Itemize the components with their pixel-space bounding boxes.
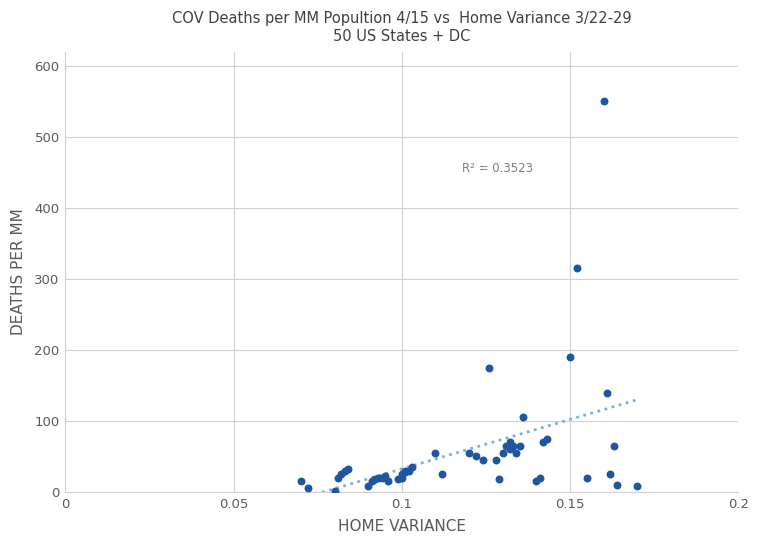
Point — [507, 441, 519, 450]
X-axis label: HOME VARIANCE: HOME VARIANCE — [337, 519, 466, 534]
Point — [497, 449, 509, 457]
Point — [399, 468, 411, 476]
Point — [463, 449, 475, 457]
Point — [392, 475, 404, 483]
Point — [375, 474, 388, 482]
Point — [530, 477, 543, 486]
Point — [396, 474, 408, 482]
Point — [534, 474, 546, 482]
Point — [537, 438, 549, 447]
Point — [382, 477, 394, 486]
Point — [571, 264, 583, 272]
Title: COV Deaths per MM Popultion 4/15 vs  Home Variance 3/22-29
50 US States + DC: COV Deaths per MM Popultion 4/15 vs Home… — [172, 11, 632, 44]
Point — [396, 470, 408, 479]
Point — [597, 97, 610, 106]
Point — [503, 438, 515, 447]
Point — [328, 486, 340, 495]
Point — [372, 474, 385, 482]
Point — [362, 482, 374, 491]
Point — [399, 467, 411, 475]
Point — [295, 477, 307, 486]
Point — [436, 470, 448, 479]
Point — [500, 441, 512, 450]
Point — [503, 445, 515, 454]
Point — [564, 353, 576, 361]
Point — [369, 475, 381, 483]
Point — [366, 477, 378, 486]
Point — [514, 441, 526, 450]
Point — [517, 413, 529, 422]
Point — [490, 456, 502, 464]
Text: R² = 0.3523: R² = 0.3523 — [462, 162, 534, 175]
Point — [581, 474, 593, 482]
Point — [632, 482, 644, 491]
Y-axis label: DEATHS PER MM: DEATHS PER MM — [11, 208, 26, 335]
Point — [302, 484, 314, 493]
Point — [338, 467, 350, 475]
Point — [406, 463, 418, 471]
Point — [483, 364, 496, 372]
Point — [335, 470, 347, 479]
Point — [477, 456, 489, 464]
Point — [611, 481, 623, 489]
Point — [604, 470, 616, 479]
Point — [332, 474, 344, 482]
Point — [540, 434, 553, 443]
Point — [429, 449, 442, 457]
Point — [493, 475, 505, 483]
Point — [470, 452, 482, 461]
Point — [403, 467, 415, 475]
Point — [601, 388, 613, 397]
Point — [379, 472, 391, 481]
Point — [342, 465, 354, 474]
Point — [608, 441, 620, 450]
Point — [510, 449, 522, 457]
